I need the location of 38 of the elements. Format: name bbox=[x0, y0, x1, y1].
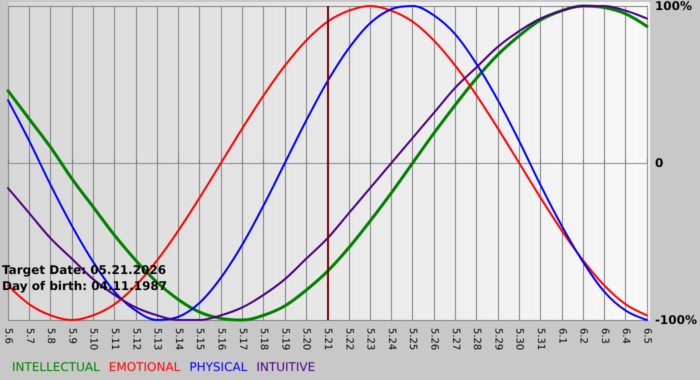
x-tick-label: 5.23 bbox=[364, 328, 376, 350]
x-tick-label: 5.18 bbox=[258, 328, 270, 350]
x-tick-label: 5.9 bbox=[66, 328, 78, 344]
x-tick-label: 5.8 bbox=[45, 328, 56, 344]
y-tick-label: -100% bbox=[654, 313, 698, 327]
x-tick-label: 5.28 bbox=[471, 328, 482, 350]
x-tick-label: 5.12 bbox=[130, 328, 142, 350]
x-tick-label: 6.4 bbox=[620, 328, 632, 344]
x-tick-label: 5.11 bbox=[108, 328, 120, 350]
x-tick-label: 5.24 bbox=[386, 328, 397, 350]
x-tick-label: 5.7 bbox=[24, 328, 35, 344]
x-tick-label: 6.5 bbox=[641, 328, 652, 344]
text: EMOTIONAL bbox=[108, 360, 181, 374]
x-tick-label: 5.15 bbox=[194, 328, 206, 350]
x-tick-label: 5.22 bbox=[343, 328, 354, 350]
x-tick-label: 5.30 bbox=[514, 328, 525, 350]
x-tick-label: 5.6 bbox=[2, 328, 14, 344]
text: INTUITIVE bbox=[256, 360, 316, 374]
x-tick-label: 5.13 bbox=[152, 328, 163, 350]
x-tick-label: 5.27 bbox=[450, 328, 461, 350]
x-tick-label: 5.16 bbox=[215, 328, 226, 350]
text: PHYSICAL bbox=[189, 360, 248, 374]
x-tick-label: 6.2 bbox=[578, 328, 589, 344]
x-tick-label: 6.1 bbox=[556, 328, 568, 344]
text: INTELLECTUAL bbox=[12, 360, 100, 374]
x-tick-label: 5.19 bbox=[279, 328, 290, 350]
y-tick-label: 0 bbox=[654, 156, 664, 170]
x-tick-label: 6.3 bbox=[598, 328, 610, 344]
y-tick-label: 100% bbox=[654, 0, 692, 13]
x-tick-label: 5.10 bbox=[88, 328, 99, 350]
x-tick-label: 5.21 bbox=[322, 328, 333, 350]
x-tick-label: 5.17 bbox=[236, 328, 248, 350]
x-tick-label: 5.29 bbox=[492, 328, 504, 350]
x-tick-label: 5.26 bbox=[428, 328, 440, 350]
x-tick-label: 5.20 bbox=[300, 328, 312, 350]
x-tick-label: 5.31 bbox=[534, 328, 546, 350]
x-tick-label: 5.14 bbox=[172, 328, 184, 350]
x-tick-label: 5.25 bbox=[407, 328, 418, 350]
